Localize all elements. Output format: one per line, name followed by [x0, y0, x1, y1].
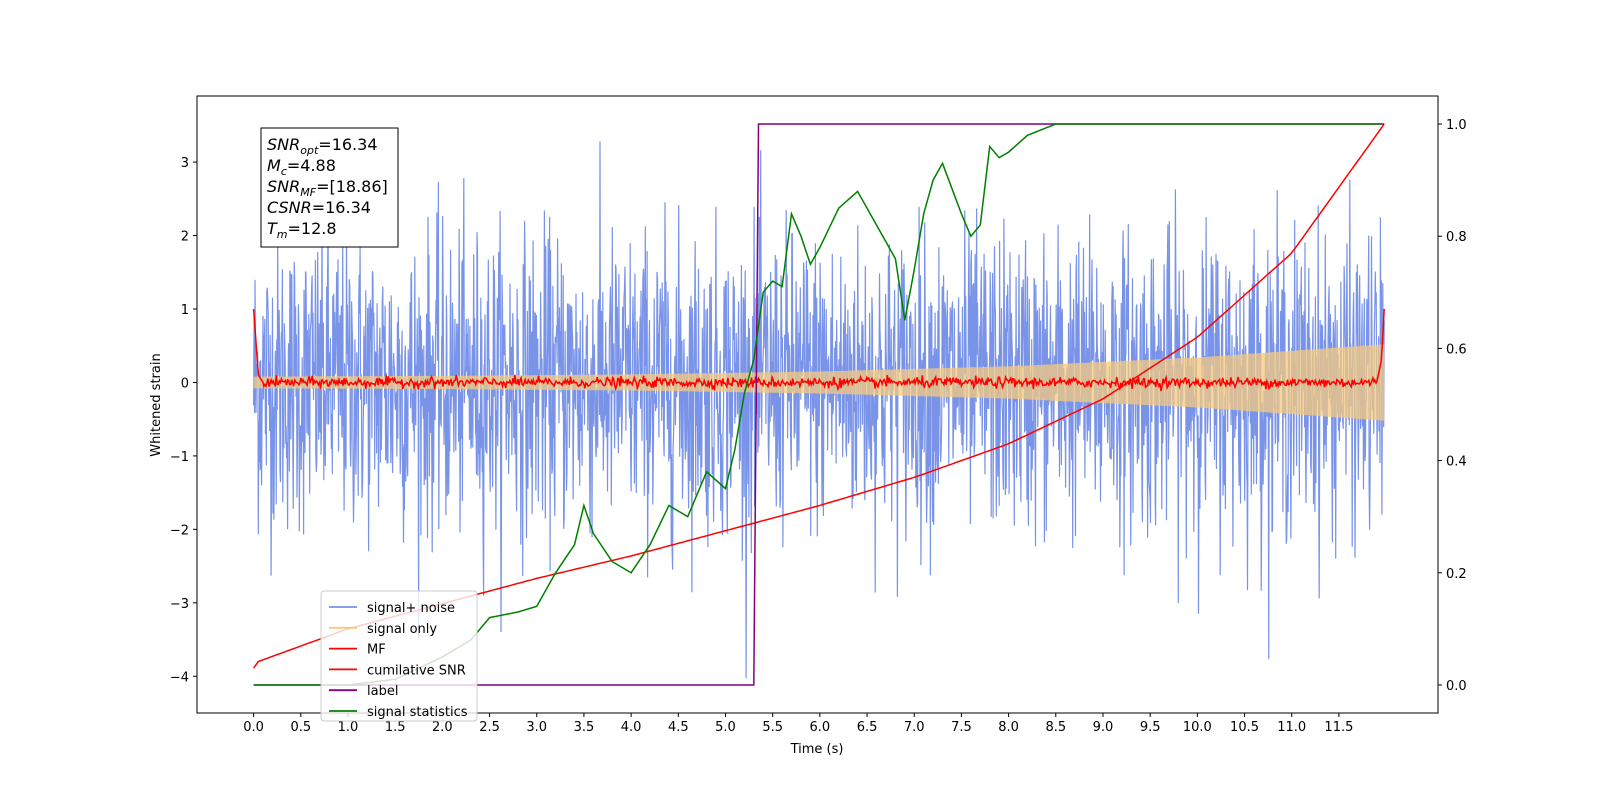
y-left-tick-label: −3 [170, 597, 189, 612]
y-left-tick-label: −4 [170, 670, 189, 685]
legend-label: label [367, 684, 398, 699]
left-y-axis: 3 2 1 0 −1 −2 −3 −4 [170, 156, 197, 685]
plot-frame [196, 95, 1439, 714]
info-box: SNRopt=16.34Mc=4.88SNRMF=[18.86]CSNR=16.… [260, 127, 399, 248]
legend-label: signal statistics [367, 705, 468, 720]
x-tick-label: 8.0 [998, 720, 1019, 735]
info-line: Mc=4.88 [267, 156, 336, 178]
x-tick-label: 2.0 [432, 720, 453, 735]
x-tick-label: 4.5 [668, 720, 689, 735]
series-mf [252, 308, 1385, 392]
right-y-axis: 1.0 0.8 0.6 0.4 0.2 0.0 [1438, 118, 1467, 694]
y-right-tick-label: 0.2 [1446, 567, 1467, 582]
x-tick-label: 6.0 [810, 720, 831, 735]
legend-label: signal+ noise [367, 601, 455, 616]
y-right-tick-label: 0.0 [1446, 679, 1467, 694]
x-tick-label: 8.5 [1045, 720, 1066, 735]
info-line: SNRMF=[18.86] [267, 177, 388, 199]
y-left-tick-label: 3 [181, 156, 189, 171]
info-line: CSNR=16.34 [267, 198, 371, 217]
x-tick-label: 9.0 [1093, 720, 1114, 735]
legend-label: MF [367, 643, 386, 658]
x-axis: 0.0 0.5 1.0 1.5 2.0 2.5 3.0 3.5 4.0 4.5 5.0 5.5 6.0 6… [243, 713, 1353, 735]
series-signal-statistics [253, 123, 1382, 686]
x-tick-label: 0.0 [243, 720, 264, 735]
y-right-tick-label: 1.0 [1446, 118, 1467, 133]
x-tick-label: 11.5 [1324, 720, 1353, 735]
y-left-tick-label: 0 [181, 376, 189, 391]
x-tick-label: 1.5 [385, 720, 406, 735]
x-tick-label: 10.0 [1183, 720, 1212, 735]
x-tick-label: 2.5 [479, 720, 500, 735]
y-axis-label: Whitened strain [149, 353, 164, 456]
y-right-tick-label: 0.4 [1446, 455, 1467, 470]
x-tick-label: 10.5 [1230, 720, 1259, 735]
y-left-tick-label: −1 [170, 450, 189, 465]
x-tick-label: 3.0 [526, 720, 547, 735]
legend-label: signal only [367, 622, 437, 637]
x-tick-label: 5.0 [715, 720, 736, 735]
x-tick-label: 6.5 [857, 720, 878, 735]
x-tick-label: 0.5 [290, 720, 311, 735]
info-line: SNRopt=16.34 [267, 135, 378, 157]
y-right-tick-label: 0.8 [1446, 230, 1467, 245]
x-tick-label: 5.5 [762, 720, 783, 735]
x-tick-label: 11.0 [1277, 720, 1306, 735]
x-tick-label: 4.0 [621, 720, 642, 735]
y-left-tick-label: 2 [181, 230, 189, 245]
x-axis-label: Time (s) [790, 742, 844, 757]
x-tick-label: 9.5 [1140, 720, 1161, 735]
y-left-tick-label: −2 [170, 523, 189, 538]
y-right-tick-label: 0.6 [1446, 342, 1467, 357]
info-line: Tm=12.8 [267, 219, 337, 241]
x-tick-label: 1.0 [338, 720, 359, 735]
legend-label: cumilative SNR [367, 663, 466, 678]
x-tick-label: 3.5 [574, 720, 595, 735]
x-tick-label: 7.5 [951, 720, 972, 735]
x-tick-label: 7.0 [904, 720, 925, 735]
y-left-tick-label: 1 [181, 303, 189, 318]
legend: signal+ noise signal only MF cumilative SNR… [320, 590, 478, 722]
